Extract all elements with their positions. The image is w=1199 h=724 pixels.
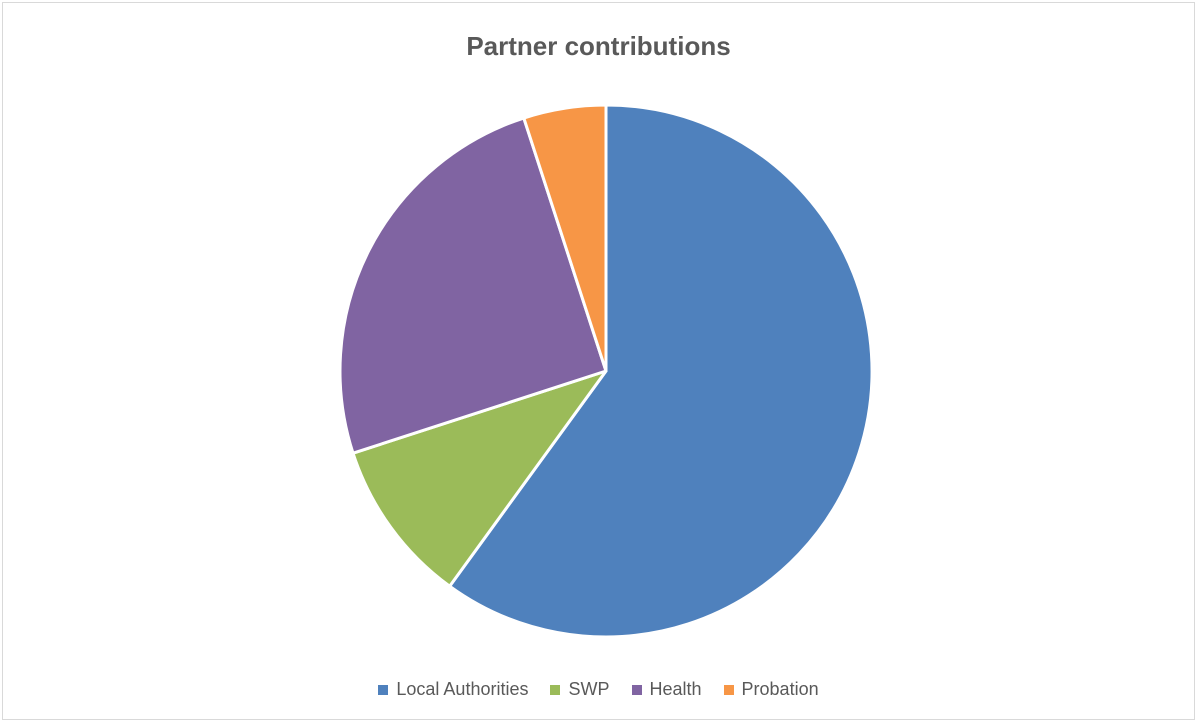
legend-label: SWP bbox=[568, 679, 610, 699]
legend-item: Health bbox=[631, 679, 702, 700]
legend-label: Probation bbox=[741, 679, 819, 699]
legend-item: Local Authorities bbox=[378, 679, 528, 700]
legend-label: Local Authorities bbox=[396, 679, 529, 699]
legend: Local Authorities SWP Health Probation bbox=[3, 679, 1194, 700]
pie-chart bbox=[338, 103, 874, 639]
legend-swatch bbox=[550, 684, 561, 695]
legend-swatch bbox=[378, 684, 389, 695]
legend-item: SWP bbox=[550, 679, 610, 700]
pie-slice-local-authorities bbox=[448, 103, 874, 639]
pie-slice-probation bbox=[522, 103, 608, 373]
legend-swatch bbox=[723, 684, 734, 695]
chart-title: Partner contributions bbox=[466, 31, 731, 61]
legend-label: Health bbox=[649, 679, 702, 699]
pie-slice-swp bbox=[351, 369, 608, 588]
legend-item: Probation bbox=[723, 679, 819, 700]
legend-swatch bbox=[631, 684, 642, 695]
pie-slice-health bbox=[338, 116, 608, 455]
